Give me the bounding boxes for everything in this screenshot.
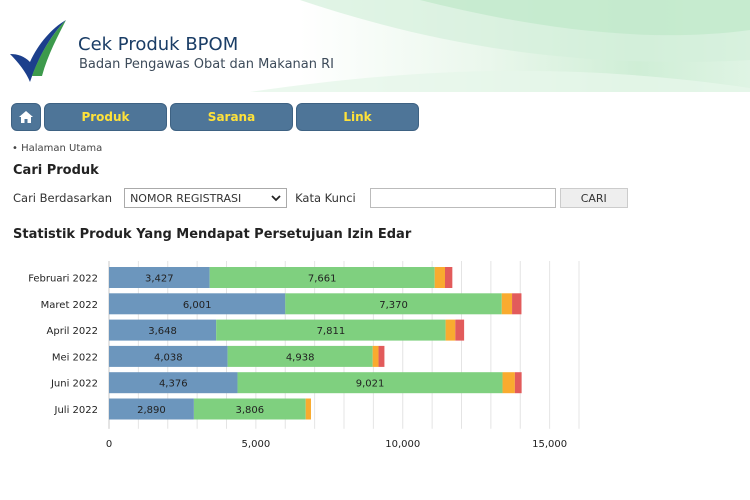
- bar-segment: [378, 345, 385, 367]
- bar-segment: [109, 398, 194, 420]
- nav-link[interactable]: Link: [296, 103, 419, 131]
- data-label: 7,811: [317, 326, 346, 337]
- bar-segment: [109, 293, 286, 315]
- bar-segment: [227, 345, 373, 367]
- bar-segment: [455, 319, 465, 341]
- data-label: 7,370: [379, 300, 408, 311]
- bar-segment: [512, 293, 522, 315]
- nav-produk[interactable]: Produk: [44, 103, 167, 131]
- keyword-input[interactable]: [369, 188, 556, 208]
- chevron-down-icon: [271, 195, 281, 202]
- bar-segment: [237, 372, 503, 394]
- bar-segment: [434, 267, 445, 288]
- data-label: 7,661: [308, 274, 337, 285]
- data-label: 4,038: [154, 352, 183, 363]
- search-by-label: Cari Berdasarkan: [13, 191, 113, 205]
- site-subtitle: Badan Pengawas Obat dan Makanan RI: [79, 57, 334, 72]
- data-label: 4,376: [159, 379, 188, 390]
- nav-sarana[interactable]: Sarana: [170, 103, 293, 131]
- x-tick-label: 15,000: [532, 439, 567, 450]
- search-type-select[interactable]: NOMOR REGISTRASI: [124, 188, 288, 208]
- bar-segment: [209, 267, 435, 288]
- search-type-value: NOMOR REGISTRASI: [130, 191, 242, 205]
- category-label: Maret 2022: [41, 300, 98, 311]
- x-tick-label: 0: [106, 439, 112, 450]
- header-swoosh: [250, 0, 750, 92]
- header-banner: Cek Produk BPOM Badan Pengawas Obat dan …: [0, 0, 750, 92]
- bar-segment: [109, 372, 238, 394]
- data-label: 6,001: [183, 300, 212, 311]
- category-label: Juli 2022: [54, 405, 98, 416]
- site-title: Cek Produk BPOM: [78, 34, 239, 55]
- bar-segment: [216, 319, 446, 341]
- bar-segment: [445, 319, 456, 341]
- data-label: 2,890: [137, 405, 166, 416]
- category-label: Februari 2022: [28, 274, 98, 285]
- x-tick-label: 5,000: [242, 439, 271, 450]
- data-label: 3,648: [148, 326, 177, 337]
- bar-segment: [514, 372, 522, 394]
- data-label: 9,021: [356, 379, 385, 390]
- search-section-title: Cari Produk: [13, 163, 99, 178]
- bar-segment: [501, 293, 513, 315]
- search-form: Cari Berdasarkan NOMOR REGISTRASI Kata K…: [13, 188, 628, 208]
- category-label: Mei 2022: [52, 352, 98, 363]
- breadcrumb[interactable]: • Halaman Utama: [12, 143, 103, 154]
- data-label: 3,427: [145, 274, 174, 285]
- keyword-label: Kata Kunci: [295, 191, 356, 205]
- category-label: April 2022: [47, 326, 98, 337]
- data-label: 4,938: [286, 352, 315, 363]
- chart-title: Statistik Produk Yang Mendapat Persetuju…: [13, 227, 412, 242]
- bar-segment: [109, 319, 217, 341]
- category-label: Juni 2022: [50, 379, 98, 390]
- nav-home-button[interactable]: [11, 103, 41, 131]
- bar-segment: [444, 267, 453, 288]
- data-label: 3,806: [235, 405, 264, 416]
- main-nav: Produk Sarana Link: [11, 103, 419, 131]
- bar-segment: [372, 345, 379, 367]
- stacked-bar-chart: 0 5,000 10,000 15,000 Februari 2022 3,427 7,66…: [28, 261, 580, 450]
- bar-segment: [193, 398, 306, 420]
- bar-segment: [502, 372, 515, 394]
- home-icon: [19, 111, 33, 123]
- bar-segment: [109, 267, 210, 288]
- x-tick-label: 10,000: [385, 439, 420, 450]
- search-button[interactable]: CARI: [559, 188, 628, 208]
- bpom-logo: [10, 20, 66, 82]
- bar-segment: [305, 398, 311, 420]
- bar-segment: [285, 293, 502, 315]
- bar-segment: [109, 345, 228, 367]
